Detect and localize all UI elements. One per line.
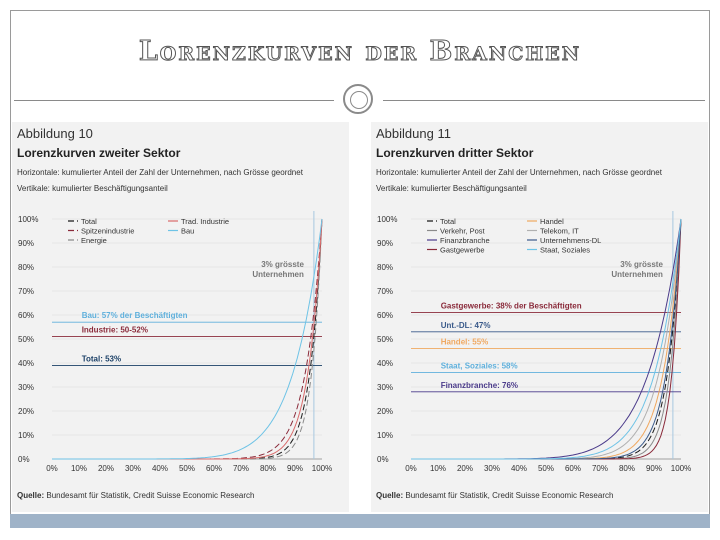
legend-label: Handel <box>540 217 564 226</box>
legend-label: Total <box>440 217 456 226</box>
axis-description-horizontal: Horizontale: kumulierter Anteil der Zahl… <box>17 168 303 177</box>
x-tick-label: 70% <box>233 464 249 473</box>
title-divider-left <box>14 100 334 101</box>
source-note: Quelle: Bundesamt für Statistik, Credit … <box>17 491 254 500</box>
x-tick-label: 40% <box>511 464 527 473</box>
legend-label: Trad. Industrie <box>181 217 229 226</box>
slide-title: Lorenzkurven der Branchen <box>138 36 582 68</box>
reference-line-label: Handel: 55% <box>441 338 489 347</box>
x-tick-label: 0% <box>46 464 58 473</box>
y-tick-label: 50% <box>18 335 34 344</box>
x-tick-label: 70% <box>592 464 608 473</box>
x-tick-label: 10% <box>71 464 87 473</box>
title-divider-right <box>383 100 705 101</box>
series-line <box>52 218 323 460</box>
figure-subtitle: Lorenzkurven dritter Sektor <box>376 146 534 160</box>
legend-label: Total <box>81 217 97 226</box>
reference-line-label: Industrie: 50-52% <box>82 326 148 335</box>
y-tick-label: 60% <box>18 311 34 320</box>
y-tick-label: 40% <box>377 359 393 368</box>
y-tick-label: 10% <box>377 431 393 440</box>
y-tick-label: 20% <box>377 407 393 416</box>
footer-bar <box>10 514 710 528</box>
x-tick-label: 30% <box>484 464 500 473</box>
reference-line-label: Gastgewerbe: 38% der Beschäftigten <box>441 302 582 311</box>
y-tick-label: 0% <box>377 455 389 464</box>
x-tick-label: 100% <box>312 464 332 473</box>
x-tick-label: 60% <box>206 464 222 473</box>
reference-line-label: Total: 53% <box>82 354 121 363</box>
annotation-label: Unternehmen <box>252 270 304 279</box>
source-label: Quelle: <box>17 491 45 500</box>
series-line <box>411 218 682 460</box>
figure-label: Abbildung 11 <box>376 126 451 141</box>
y-tick-label: 40% <box>18 359 34 368</box>
source-label: Quelle: <box>376 491 404 500</box>
y-tick-label: 30% <box>377 383 393 392</box>
x-tick-label: 80% <box>619 464 635 473</box>
y-tick-label: 20% <box>18 407 34 416</box>
x-tick-label: 80% <box>260 464 276 473</box>
lorenz-chart-tertiary-sector: 0% 10% 20% 30% 40% 50% 60% 70% 80% 90% 100% 0% 10% 20… <box>377 211 691 473</box>
x-tick-label: 20% <box>98 464 114 473</box>
legend-label: Energie <box>81 236 107 245</box>
y-tick-label: 70% <box>377 287 393 296</box>
y-tick-label: 100% <box>377 215 397 224</box>
source-note: Quelle: Bundesamt für Statistik, Credit … <box>376 491 613 500</box>
annotation-label: Unternehmen <box>611 270 663 279</box>
legend-label: Bau <box>181 227 194 236</box>
axis-description-vertical: Vertikale: kumulierter Beschäftigungsant… <box>17 184 168 193</box>
annotation-label: 3% grösste <box>620 260 663 269</box>
x-tick-label: 40% <box>152 464 168 473</box>
lorenz-chart-secondary-sector: 0% 10% 20% 30% 40% 50% 60% 70% 80% 90% 100% 0% 10% 20… <box>18 211 332 473</box>
legend-label: Staat, Soziales <box>540 246 590 255</box>
x-tick-label: 90% <box>646 464 662 473</box>
legend-label: Finanzbranche <box>440 236 490 245</box>
y-tick-label: 80% <box>377 263 393 272</box>
source-text: Bundesamt für Statistik, Credit Suisse E… <box>46 491 255 500</box>
figure-subtitle: Lorenzkurven zweiter Sektor <box>17 146 181 160</box>
x-tick-label: 50% <box>179 464 195 473</box>
legend-label: Telekom, IT <box>540 227 579 236</box>
x-tick-label: 0% <box>405 464 417 473</box>
reference-line-label: Staat, Soziales: 58% <box>441 362 518 371</box>
y-tick-label: 80% <box>18 263 34 272</box>
legend-label: Gastgewerbe <box>440 246 485 255</box>
y-tick-label: 100% <box>18 215 38 224</box>
y-tick-label: 70% <box>18 287 34 296</box>
x-tick-label: 30% <box>125 464 141 473</box>
x-tick-label: 60% <box>565 464 581 473</box>
x-tick-label: 90% <box>287 464 303 473</box>
source-text: Bundesamt für Statistik, Credit Suisse E… <box>405 491 614 500</box>
reference-line-label: Unt.-DL: 47% <box>441 321 491 330</box>
annotation-label: 3% grösste <box>261 260 304 269</box>
y-tick-label: 10% <box>18 431 34 440</box>
legend-label: Unternehmens-DL <box>540 236 601 245</box>
y-tick-label: 50% <box>377 335 393 344</box>
figure-panel-right: Abbildung 11 Lorenzkurven dritter Sektor… <box>371 122 708 512</box>
legend-label: Verkehr, Post <box>440 227 486 236</box>
x-tick-label: 10% <box>430 464 446 473</box>
figure-panel-left: Abbildung 10 Lorenzkurven zweiter Sektor… <box>12 122 349 512</box>
figure-label: Abbildung 10 <box>17 126 93 141</box>
y-tick-label: 90% <box>377 239 393 248</box>
axis-description-horizontal: Horizontale: kumulierter Anteil der Zahl… <box>376 168 662 177</box>
y-tick-label: 0% <box>18 455 30 464</box>
y-tick-label: 30% <box>18 383 34 392</box>
x-tick-label: 50% <box>538 464 554 473</box>
ornament-ring-icon <box>343 84 373 114</box>
y-tick-label: 90% <box>18 239 34 248</box>
axis-description-vertical: Vertikale: kumulierter Beschäftigungsant… <box>376 184 527 193</box>
reference-line-label: Finanzbranche: 76% <box>441 381 518 390</box>
x-tick-label: 100% <box>671 464 691 473</box>
x-tick-label: 20% <box>457 464 473 473</box>
reference-line-label: Bau: 57% der Beschäftigten <box>82 311 188 320</box>
y-tick-label: 60% <box>377 311 393 320</box>
legend-label: Spitzenindustrie <box>81 227 134 236</box>
